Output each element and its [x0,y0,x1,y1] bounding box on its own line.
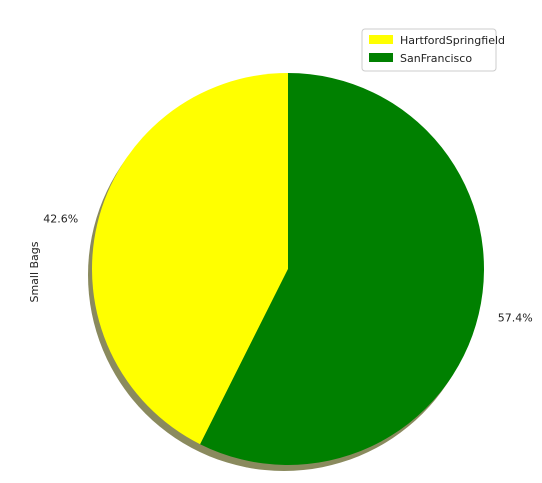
pie-slice-sanfrancisco [200,73,484,465]
y-axis-label: Small Bags [28,241,41,302]
pie-slice-hartfordspringfield [91,73,288,445]
pie-percent-labels: 42.6% 57.4% [43,212,533,324]
legend-label-sanfrancisco: SanFrancisco [400,52,472,65]
legend-label-hartfordspringfield: HartfordSpringfield [400,34,505,47]
legend-swatch-sanfrancisco [369,53,393,62]
pie-percent-label-sanfrancisco: 57.4% [498,312,533,325]
legend: HartfordSpringfield SanFrancisco [361,28,505,72]
pie-percent-label-hartfordspringfield: 42.6% [43,212,78,225]
legend-frame [361,28,497,72]
pie-slices [91,73,484,465]
legend-swatch-hartfordspringfield [369,35,393,44]
